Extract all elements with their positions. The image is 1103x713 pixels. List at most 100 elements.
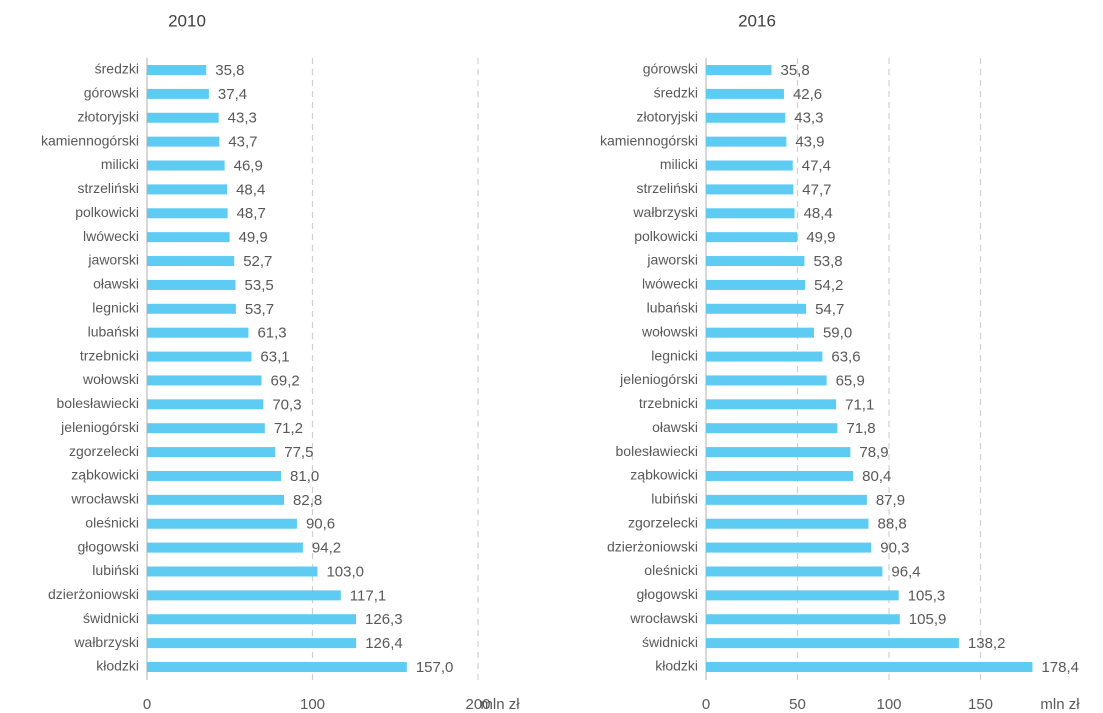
bar [706, 160, 793, 171]
value-label: 53,8 [813, 253, 842, 270]
value-label: 69,2 [271, 372, 300, 389]
category-label: wałbrzyski [73, 634, 139, 650]
bar [706, 590, 899, 601]
bar [147, 65, 207, 75]
category-label: zgorzelecki [628, 514, 698, 530]
value-label: 49,9 [806, 229, 835, 246]
bar [706, 279, 806, 290]
bar [147, 447, 276, 458]
bar [706, 256, 805, 267]
category-label: milicki [101, 156, 139, 172]
category-label: legnicki [651, 347, 698, 363]
category-label: lubiński [651, 491, 698, 507]
value-label: 126,3 [365, 611, 403, 628]
category-label: średzki [654, 85, 698, 101]
bar [147, 184, 228, 195]
category-label: legnicki [92, 300, 139, 316]
category-label: jaworski [646, 252, 698, 268]
category-label: kamiennogórski [600, 132, 698, 148]
bar [706, 518, 869, 529]
bar [706, 351, 823, 362]
category-label: lwówecki [83, 228, 139, 244]
category-label: ząbkowicki [71, 467, 139, 483]
value-label: 90,6 [306, 516, 335, 533]
category-label: głogowski [78, 538, 139, 554]
category-label: ząbkowicki [630, 467, 698, 483]
category-label: średzki [95, 61, 139, 77]
category-label: świdnicki [642, 634, 698, 650]
category-label: dzierżoniowski [607, 538, 698, 554]
value-label: 47,4 [802, 157, 831, 174]
bar [706, 470, 854, 481]
bar [706, 375, 827, 386]
category-label: lubański [647, 300, 698, 316]
x-tick-label: 200 [465, 696, 490, 713]
value-label: 47,7 [802, 181, 831, 198]
category-label: oleśnicki [85, 514, 139, 530]
value-label: 126,4 [365, 635, 403, 652]
category-label: polkowicki [75, 204, 139, 220]
bar [706, 303, 807, 314]
bar [147, 423, 265, 434]
category-label: lubański [88, 323, 139, 339]
category-label: zgorzelecki [69, 443, 139, 459]
bar [147, 566, 318, 577]
value-label: 87,9 [876, 492, 905, 509]
value-label: 138,2 [968, 635, 1006, 652]
bar [147, 662, 407, 672]
bar [706, 399, 837, 410]
x-axis-label: mln zł [480, 696, 520, 713]
bar [147, 279, 236, 290]
category-label: bolesławiecki [57, 395, 139, 411]
value-label: 43,7 [228, 134, 257, 151]
category-label: wrocławski [70, 491, 139, 507]
value-label: 65,9 [836, 372, 865, 389]
bar [147, 303, 236, 314]
bar [706, 112, 786, 123]
value-label: 42,6 [793, 86, 822, 103]
category-label: milicki [660, 156, 698, 172]
value-label: 71,8 [846, 420, 875, 437]
category-label: polkowicki [634, 228, 698, 244]
value-label: 96,4 [891, 563, 920, 580]
bar [147, 112, 219, 123]
category-label: bolesławiecki [616, 443, 698, 459]
value-label: 46,9 [234, 157, 263, 174]
category-label: strzeliński [78, 180, 139, 196]
x-tick-label: 150 [968, 696, 993, 713]
value-label: 157,0 [416, 659, 454, 676]
category-label: jeleniogórski [619, 371, 698, 387]
value-label: 61,3 [257, 325, 286, 342]
category-label: trzebnicki [639, 395, 698, 411]
value-label: 105,9 [909, 611, 947, 628]
category-label: lwówecki [642, 276, 698, 292]
value-label: 48,4 [236, 181, 265, 198]
value-label: 53,5 [245, 277, 274, 294]
value-label: 82,8 [293, 492, 322, 509]
value-label: 81,0 [290, 468, 319, 485]
category-label: dzierżoniowski [48, 586, 139, 602]
bar [147, 327, 249, 338]
bar [706, 88, 784, 99]
value-label: 77,5 [284, 444, 313, 461]
bar [706, 662, 1033, 672]
value-label: 49,9 [239, 229, 268, 246]
bar [706, 638, 959, 649]
value-label: 71,2 [274, 420, 303, 437]
category-label: wołowski [82, 371, 139, 387]
value-label: 103,0 [326, 563, 364, 580]
value-label: 48,4 [804, 205, 833, 222]
value-label: 71,1 [845, 396, 874, 413]
value-label: 63,6 [831, 349, 860, 366]
value-label: 88,8 [878, 516, 907, 533]
bar [706, 327, 814, 338]
value-label: 70,3 [272, 396, 301, 413]
value-label: 43,9 [795, 134, 824, 151]
x-tick-label: 0 [143, 696, 151, 713]
category-label: wałbrzyski [632, 204, 698, 220]
bar [706, 208, 795, 219]
category-label: kłodzki [655, 658, 698, 674]
value-label: 48,7 [237, 205, 266, 222]
bar [147, 375, 262, 386]
